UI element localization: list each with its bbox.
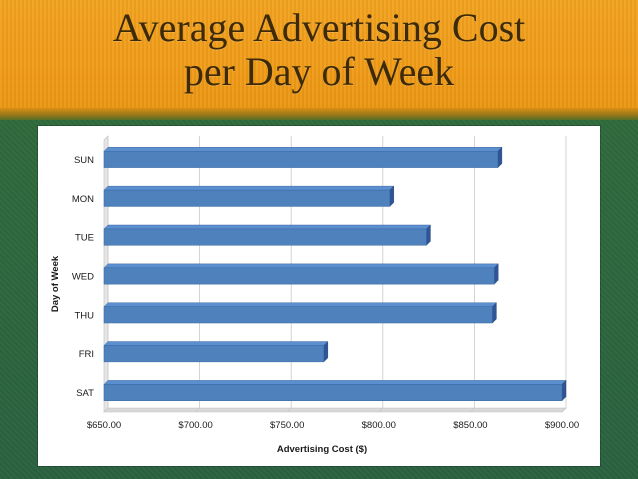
slide-title: Average Advertising Cost per Day of Week [0,6,638,94]
x-gridline-floor [195,407,200,413]
bar-sun [103,146,503,169]
bar-top-face [103,263,499,269]
bar-top-face [103,185,395,191]
x-tick-label: $750.00 [270,420,304,431]
bar-front-face [103,384,563,401]
bar-top-face [103,147,503,152]
bar-chart: $650.00 $700.00 $750.00 $800.00 $850.00 $900.… [50,135,579,455]
x-tick-label: $900.00 [545,420,579,431]
bar-layer [103,146,567,402]
slide-title-line1: Average Advertising Cost [112,5,526,50]
x-axis-title: Advertising Cost ($) [277,444,367,455]
slide-background-top [0,0,638,120]
x-gridline-floor [286,407,292,413]
y-category-label: FRI [79,349,94,360]
slide-title-line2: per Day of Week [183,49,455,94]
bar-front-face [103,345,325,363]
bar-front-face [103,151,499,168]
bar-thu [103,302,497,324]
chart-panel: $650.00 $700.00 $750.00 $800.00 $850.00 $900.… [38,126,600,466]
x-gridline-floor [470,407,475,413]
x-tick-label: $800.00 [362,420,396,431]
y-category-label: WED [72,272,94,283]
bar-top-face [103,380,567,385]
chart-floor [103,407,567,413]
y-category-label: THU [74,310,94,321]
slide-background-band [0,108,638,122]
bar-top-face [103,224,431,230]
x-tick-label: $700.00 [178,420,212,431]
x-tick-label: $850.00 [453,420,487,431]
bar-front-face [103,306,493,324]
bar-front-face [103,267,495,285]
bar-tue [103,224,431,246]
bar-top-face [103,302,497,307]
x-gridline-floor [561,407,567,413]
axis-layer: $650.00 $700.00 $750.00 $800.00 $850.00 $900.… [72,155,579,431]
y-category-label: MON [72,194,94,205]
x-gridline-floor [378,407,384,413]
bar-wed [103,263,499,285]
y-category-label: SAT [76,388,94,399]
bar-mon [103,185,395,207]
y-axis-title: Day of Week [50,255,61,312]
bar-top-face [103,341,329,346]
bar-sat [103,379,567,402]
x-gridline-floor [103,407,109,413]
y-category-label: SUN [74,155,94,166]
y-category-label: TUE [75,233,94,244]
bar-front-face [103,228,427,246]
bar-fri [103,341,329,363]
bar-front-face [103,189,391,207]
x-tick-label: $650.00 [87,420,121,431]
